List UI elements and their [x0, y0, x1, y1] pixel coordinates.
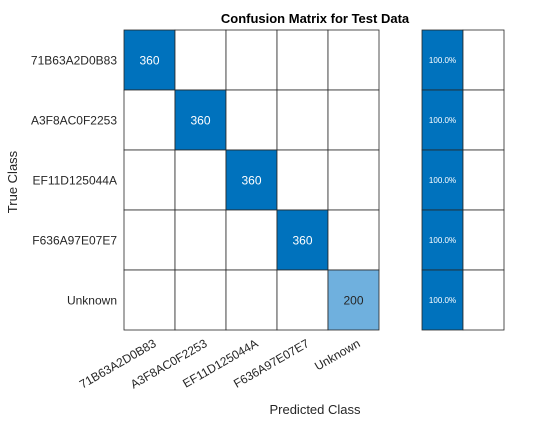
y-tick-label: EF11D125044A — [32, 174, 117, 188]
y-tick-label: A3F8AC0F2253 — [31, 114, 117, 128]
row-summary-incorrect-cell — [462, 269, 505, 331]
matrix-cell — [327, 269, 380, 331]
matrix-cell — [225, 89, 278, 151]
cell-value-label: 360 — [139, 54, 159, 68]
row-summary-correct-label: 100.0% — [429, 116, 456, 125]
cell-value-label: 200 — [343, 294, 363, 308]
matrix-cell — [276, 29, 329, 91]
matrix-cell — [327, 89, 380, 151]
cell-value-label: 360 — [292, 234, 312, 248]
matrix-cell — [276, 209, 329, 271]
matrix-cell — [174, 269, 227, 331]
x-axis-label: Predicted Class — [269, 402, 361, 417]
matrix-cell — [276, 89, 329, 151]
matrix-cell — [327, 29, 380, 91]
y-tick-label: Unknown — [67, 294, 117, 308]
row-summary-correct-cell — [421, 269, 464, 331]
matrix-cell — [327, 149, 380, 211]
matrix-cell — [225, 29, 278, 91]
row-summary-correct-label: 100.0% — [429, 236, 456, 245]
matrix-cell — [123, 89, 176, 151]
matrix-cell — [276, 149, 329, 211]
cell-value-label: 360 — [241, 174, 261, 188]
matrix-cell — [276, 269, 329, 331]
matrix-cell — [225, 269, 278, 331]
matrix-cell — [123, 209, 176, 271]
matrix-cell — [174, 149, 227, 211]
chart-title: Confusion Matrix for Test Data — [221, 11, 410, 26]
matrix-cell — [123, 149, 176, 211]
matrix-cell — [174, 209, 227, 271]
row-summary-incorrect-cell — [462, 149, 505, 211]
matrix-cell — [225, 149, 278, 211]
matrix-cell — [174, 89, 227, 151]
cell-value-label: 360 — [190, 114, 210, 128]
row-summary-correct-label: 100.0% — [429, 56, 456, 65]
row-summary-incorrect-cell — [462, 29, 505, 91]
y-axis-label: True Class — [5, 150, 20, 213]
row-summary-correct-cell — [421, 29, 464, 91]
matrix-cell — [174, 29, 227, 91]
y-tick-label: F636A97E07E7 — [32, 234, 117, 248]
y-tick-label: 71B63A2D0B83 — [31, 54, 117, 68]
row-summary-incorrect-cell — [462, 89, 505, 151]
matrix-cell — [123, 269, 176, 331]
x-tick-label: Unknown — [312, 336, 362, 373]
matrix-cell — [225, 209, 278, 271]
row-summary-correct-label: 100.0% — [429, 176, 456, 185]
row-summary-correct-cell — [421, 149, 464, 211]
row-summary-incorrect-cell — [462, 209, 505, 271]
row-summary-correct-label: 100.0% — [429, 296, 456, 305]
matrix-cell — [123, 29, 176, 91]
matrix-cell — [327, 209, 380, 271]
